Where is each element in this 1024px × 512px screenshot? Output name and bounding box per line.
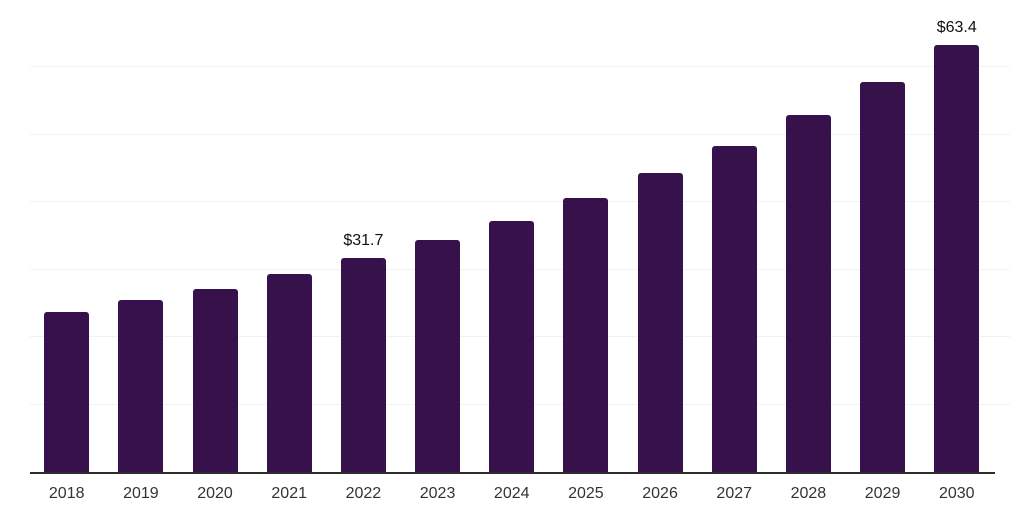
x-tick-label-2024: 2024: [493, 485, 530, 502]
plot-area: $31.7 $63.4: [30, 0, 1010, 474]
x-tick-label-2028: 2028: [790, 485, 827, 502]
x-tick-label-2023: 2023: [419, 485, 456, 502]
bar-2019: [118, 300, 164, 472]
bar-2023: [415, 240, 461, 472]
x-tick-label-2029: 2029: [864, 485, 901, 502]
gridline-60: [30, 66, 1010, 68]
x-tick-label-2020: 2020: [197, 485, 233, 502]
bar-2021: [266, 273, 312, 472]
gridline-40: [30, 201, 1010, 203]
x-axis-labels: 2018 2019 2020 2021 2022 2023 2024 2025 2026 2027…: [30, 484, 1010, 506]
x-tick-label-2025: 2025: [568, 485, 604, 502]
x-tick-label-2021: 2021: [271, 485, 307, 502]
x-tick-label-2022: 2022: [345, 485, 382, 502]
x-tick-label-2019: 2019: [123, 485, 159, 502]
value-label-2030: $63.4: [936, 18, 977, 36]
bar-2020: [192, 289, 238, 472]
x-tick-label-2018: 2018: [48, 485, 85, 502]
bar-2026: [637, 173, 683, 472]
gridline-50: [30, 133, 1010, 135]
x-tick-label-2030: 2030: [938, 485, 975, 502]
x-tick-label-2026: 2026: [642, 485, 678, 502]
bar-2030: [934, 44, 980, 472]
value-label-2022: $31.7: [343, 232, 384, 250]
bar-2018: [44, 312, 90, 472]
bar-2025: [563, 197, 609, 472]
bar-2028: [785, 115, 831, 472]
bar-2024: [489, 220, 535, 472]
bar-2022: [340, 258, 386, 472]
x-tick-label-2027: 2027: [716, 485, 753, 502]
x-axis-line: [30, 472, 995, 474]
bar-2027: [711, 145, 757, 472]
bar-2029: [860, 81, 906, 472]
